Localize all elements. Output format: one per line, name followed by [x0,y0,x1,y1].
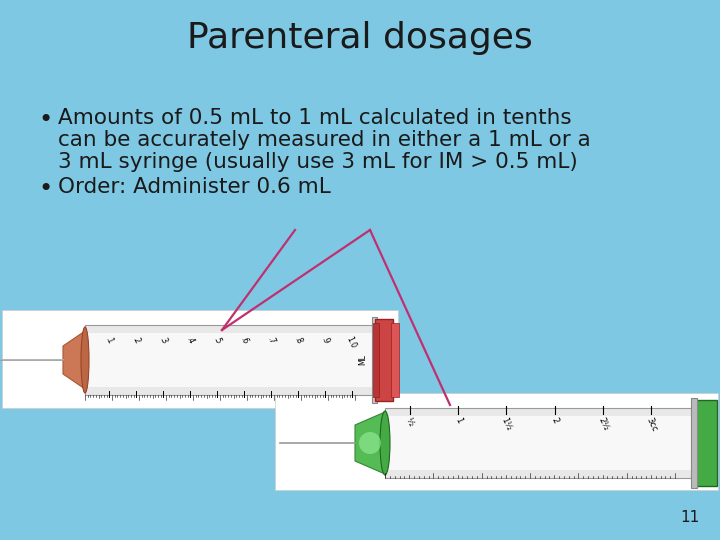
Bar [275,393,718,490]
Text: .7: .7 [265,335,276,346]
Text: ML: ML [359,355,367,366]
Text: .2: .2 [130,335,141,345]
Text: 3 mL syringe (usually use 3 mL for IM > 0.5 mL): 3 mL syringe (usually use 3 mL for IM > … [58,152,577,172]
Ellipse shape [380,411,390,475]
Bar [695,400,717,486]
Text: .4: .4 [184,335,195,346]
Text: •: • [38,108,53,132]
Text: 1½: 1½ [500,416,513,432]
Text: .5: .5 [211,335,222,346]
Bar [385,408,695,478]
Text: .9: .9 [319,335,330,346]
Polygon shape [355,412,385,474]
Bar [372,317,377,403]
Polygon shape [63,331,85,389]
Text: .3: .3 [157,335,168,346]
Ellipse shape [81,327,89,393]
Text: 2½: 2½ [596,416,610,432]
Text: Amounts of 0.5 mL to 1 mL calculated in tenths: Amounts of 0.5 mL to 1 mL calculated in … [58,108,572,128]
Ellipse shape [359,432,381,454]
Bar [373,323,379,397]
Text: .8: .8 [292,335,303,345]
Text: ½: ½ [404,416,415,427]
Bar [85,325,375,395]
Bar [385,416,695,470]
Bar [85,333,375,387]
Bar [375,319,393,401]
Text: •: • [38,177,53,201]
Text: 3cc: 3cc [644,416,659,433]
Bar [691,398,697,488]
Bar [391,323,399,397]
Text: can be accurately measured in either a 1 mL or a: can be accurately measured in either a 1… [58,130,590,150]
Text: Order: Administer 0.6 mL: Order: Administer 0.6 mL [58,177,330,197]
Text: Parenteral dosages: Parenteral dosages [187,21,533,55]
Text: 2: 2 [549,416,560,424]
Text: 1: 1 [453,416,463,424]
Text: .1: .1 [103,335,114,345]
Text: 11: 11 [680,510,700,525]
Text: 1.0: 1.0 [345,335,358,350]
Text: .6: .6 [238,335,249,346]
Bar [2,310,398,408]
